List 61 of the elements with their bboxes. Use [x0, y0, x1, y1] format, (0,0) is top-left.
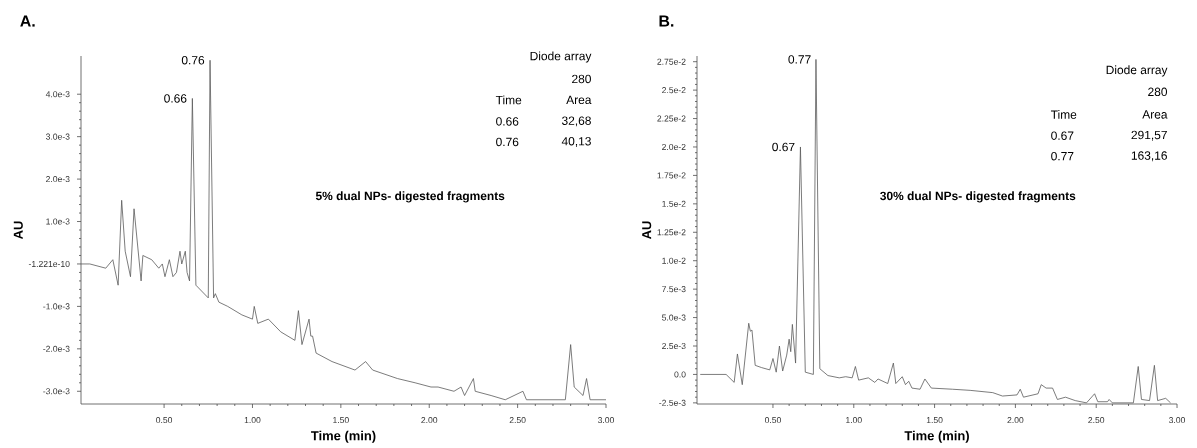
x-tick-label: 3.00	[597, 417, 615, 424]
x-tick-label: 1.50	[926, 417, 943, 424]
x-tick-label: 0.50	[764, 417, 781, 424]
y-tick-label: -3.0e-3	[43, 388, 70, 395]
annotation: 0.66	[164, 94, 187, 103]
annotation: 291,57	[1131, 130, 1167, 141]
y-tick-label: 4.0e-3	[45, 91, 70, 98]
chart-title: A.	[20, 15, 35, 27]
annotation: 32,68	[561, 116, 591, 127]
annotation: 163,16	[1131, 151, 1167, 162]
annotation: 0.77	[788, 55, 811, 64]
y-tick-label: 1.0e-3	[46, 218, 70, 225]
chart-title: B.	[659, 15, 674, 27]
x-tick-label: 0.50	[156, 417, 173, 424]
annotation: Area	[566, 95, 592, 105]
x-tick-label: 2.00	[421, 417, 438, 424]
y-tick-label: 3.0e-3	[45, 133, 70, 140]
annotation: 0.76	[496, 137, 519, 147]
y-tick-label: 2.75e-2	[657, 58, 686, 65]
y-tick-label: -2.0e-3	[43, 345, 70, 352]
annotation: 0.66	[496, 117, 519, 126]
y-tick-label: 5.0e-3	[662, 314, 686, 321]
x-tick-label: 3.00	[1168, 417, 1186, 424]
y-tick-label: 2.0e-2	[662, 143, 686, 151]
y-tick-label: 2.0e-3	[46, 176, 70, 183]
y-tick-label: 1.25e-2	[657, 229, 686, 236]
y-tick-label: 2.5e-3	[662, 342, 686, 350]
annotation: Area	[1142, 110, 1168, 119]
y-tick-label: 2.25e-2	[657, 115, 686, 122]
annotation: Time	[1050, 110, 1077, 119]
y-tick-label: 1.5e-2	[662, 200, 686, 207]
annotation: 0.76	[181, 56, 205, 65]
annotation: 0.67	[1051, 131, 1074, 140]
y-tick-label: 7.5e-3	[662, 286, 686, 293]
annotation: Time	[495, 95, 522, 105]
annotation: 40,13	[561, 137, 591, 147]
y-axis-title: AU	[13, 221, 23, 240]
y-tick-label: -2.5e-3	[659, 399, 686, 406]
annotation: 30% dual NPs- digested fragments	[880, 191, 1076, 203]
x-axis-title: Time (min)	[904, 430, 969, 443]
annotation: Diode array	[530, 51, 592, 63]
annotation: 0.67	[772, 142, 795, 152]
annotation: 5% dual NPs- digested fragments	[315, 191, 505, 203]
x-tick-label: 2.50	[509, 417, 526, 424]
annotation: 0.77	[1051, 151, 1074, 161]
x-tick-label: 1.50	[333, 417, 349, 424]
x-tick-label: 2.00	[1007, 417, 1024, 424]
y-tick-label: 1.0e-2	[662, 257, 686, 264]
x-tick-label: 2.50	[1088, 417, 1105, 424]
annotation: 280	[572, 74, 591, 84]
y-tick-label: 1.75e-2	[657, 172, 686, 179]
y-tick-label: 2.5e-2	[662, 87, 686, 94]
annotation: Diode array	[1106, 65, 1168, 77]
y-tick-label: -1.221e-10	[28, 260, 70, 267]
y-tick-label: -1.0e-3	[43, 303, 70, 310]
x-tick-label: 1.00	[244, 417, 261, 424]
x-tick-label: 1.00	[846, 417, 862, 424]
y-axis-title: AU	[642, 221, 652, 240]
annotation: 280	[1148, 87, 1168, 97]
y-tick-label: 0.0	[674, 371, 686, 378]
x-axis-title: Time (min)	[311, 430, 376, 443]
